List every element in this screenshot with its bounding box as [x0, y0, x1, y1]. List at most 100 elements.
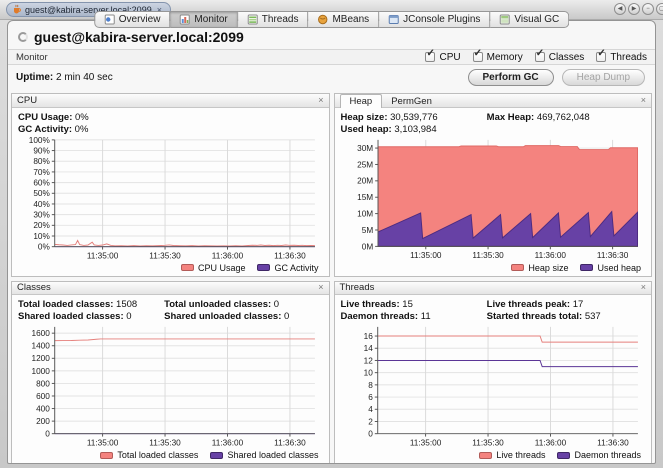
- checkbox-box: ✓: [534, 48, 545, 62]
- classes-legend: Total loaded classes Shared loaded classe…: [12, 449, 329, 463]
- charts-grid: CPU × CPU Usage: 0% GC Activity: 0% 0% 10%…: [8, 90, 655, 463]
- legend-label: Total loaded classes: [117, 450, 199, 461]
- checkbox-classes[interactable]: ✓ Classes: [534, 48, 584, 63]
- threads-stats: Live threads: 15 Daemon threads: 11 Live t…: [335, 295, 652, 323]
- main-tabs: Overview Monitor Threads MBeans JConsole Plu…: [93, 11, 570, 28]
- svg-text:30%: 30%: [33, 210, 50, 219]
- svg-text:5M: 5M: [361, 226, 373, 235]
- stat-line: CPU Usage: 0%: [18, 111, 89, 123]
- tab-mbeans[interactable]: MBeans: [308, 11, 380, 28]
- svg-text:60%: 60%: [33, 178, 50, 187]
- heap-dump-button[interactable]: Heap Dump: [561, 69, 645, 86]
- classes-panel: Classes × Total loaded classes: 1508 Shar…: [11, 280, 330, 463]
- svg-text:70%: 70%: [33, 167, 50, 176]
- minimize-button[interactable]: −: [642, 3, 654, 15]
- legend-label: Live threads: [496, 450, 546, 461]
- legend-label: Used heap: [597, 262, 641, 273]
- threads-panel-title: Threads: [339, 282, 375, 294]
- heap-subtab-heap[interactable]: Heap: [339, 93, 383, 108]
- close-panel-icon[interactable]: ×: [318, 94, 324, 105]
- legend-swatch: [557, 451, 571, 459]
- heap-subtab-permgen[interactable]: PermGen: [391, 95, 432, 107]
- svg-text:10%: 10%: [33, 232, 50, 241]
- legend-label: Shared loaded classes: [227, 450, 319, 461]
- svg-text:11:35:00: 11:35:00: [409, 438, 441, 447]
- svg-text:15M: 15M: [357, 193, 373, 202]
- svg-text:20%: 20%: [33, 221, 50, 230]
- close-panel-icon[interactable]: ×: [640, 95, 646, 105]
- svg-text:11:35:00: 11:35:00: [410, 251, 442, 260]
- stat-line: Max Heap: 469,762,048: [486, 112, 590, 123]
- cpu-stats: CPU Usage: 0% GC Activity: 0%: [12, 108, 329, 136]
- svg-text:600: 600: [36, 392, 50, 401]
- svg-text:1400: 1400: [31, 342, 50, 351]
- uptime-row: Uptime: 2 min 40 sec Perform GC Heap Dum…: [8, 65, 655, 90]
- stat-line: Shared unloaded classes: 0: [164, 311, 290, 323]
- forward-button[interactable]: ▶: [628, 3, 640, 15]
- svg-text:12: 12: [363, 356, 373, 365]
- tab-threads[interactable]: Threads: [237, 11, 309, 28]
- connection-tab-label: guest@kabira-server.local:2099: [25, 4, 152, 15]
- legend-swatch: [180, 264, 194, 272]
- tab-jconsole-plugins[interactable]: JConsole Plugins: [379, 11, 491, 28]
- svg-text:800: 800: [36, 379, 50, 388]
- svg-text:8: 8: [368, 381, 373, 390]
- close-panel-icon[interactable]: ×: [640, 282, 646, 293]
- tab-close-icon[interactable]: ×: [156, 4, 162, 15]
- svg-text:11:35:30: 11:35:30: [149, 438, 181, 447]
- svg-text:11:36:30: 11:36:30: [596, 251, 628, 260]
- svg-text:40%: 40%: [33, 200, 50, 209]
- legend-label: CPU Usage: [197, 262, 246, 273]
- legend-swatch: [479, 451, 493, 459]
- stat-line: Daemon threads: 11: [340, 311, 431, 323]
- tab-overview[interactable]: Overview: [93, 11, 171, 28]
- threads-chart: 0 2 4 6 8 10 12 14 16 11:35:00 11:35:30 11:36:00 11:…: [363, 327, 638, 447]
- svg-text:200: 200: [36, 417, 50, 426]
- stat-line: GC Activity: 0%: [18, 123, 89, 135]
- legend-item: Daemon threads: [557, 450, 641, 460]
- svg-text:1200: 1200: [31, 354, 50, 363]
- legend-item: Shared loaded classes: [210, 450, 319, 461]
- connection-header: guest@kabira-server.local:2099: [8, 21, 655, 49]
- tab-label: Threads: [261, 14, 299, 25]
- heap-legend: Heap size Used heap: [335, 262, 652, 276]
- svg-text:400: 400: [36, 405, 50, 414]
- threads-panel: Threads × Live threads: 15 Daemon threads…: [333, 280, 652, 463]
- checkbox-label: Threads: [610, 51, 647, 63]
- stat-line: Total loaded classes: 1508: [18, 299, 138, 311]
- svg-text:20M: 20M: [357, 177, 373, 186]
- checkbox-label: Memory: [486, 51, 523, 63]
- svg-text:16: 16: [363, 332, 373, 341]
- svg-text:11:36:00: 11:36:00: [212, 438, 244, 447]
- svg-text:1000: 1000: [31, 367, 50, 376]
- svg-text:11:36:30: 11:36:30: [597, 438, 629, 447]
- svg-text:0: 0: [368, 430, 373, 439]
- cpu-panel-title: CPU: [17, 94, 38, 106]
- svg-text:11:36:00: 11:36:00: [534, 438, 566, 447]
- close-panel-icon[interactable]: ×: [318, 282, 324, 293]
- svg-text:11:35:30: 11:35:30: [472, 438, 504, 447]
- checkbox-cpu[interactable]: ✓ CPU: [425, 48, 461, 63]
- svg-text:11:35:00: 11:35:00: [87, 251, 119, 260]
- stat-line: Heap size: 30,539,776: [340, 112, 438, 123]
- legend-label: Daemon threads: [574, 450, 641, 461]
- threads-icon: [247, 14, 258, 25]
- checkbox-box: ✓: [472, 48, 483, 62]
- stat-line: Live threads peak: 17: [486, 299, 584, 311]
- legend-swatch: [100, 451, 114, 459]
- perform-gc-button[interactable]: Perform GC: [467, 69, 554, 86]
- svg-text:10M: 10M: [357, 210, 373, 219]
- legend-swatch: [511, 264, 525, 272]
- tab-monitor[interactable]: Monitor: [170, 11, 238, 28]
- tab-visual-gc[interactable]: Visual GC: [490, 11, 570, 28]
- checkbox-threads[interactable]: ✓ Threads: [596, 48, 647, 63]
- classes-panel-title: Classes: [17, 282, 51, 294]
- legend-item: Total loaded classes: [100, 450, 198, 460]
- back-button[interactable]: ◀: [614, 3, 626, 15]
- checkbox-memory[interactable]: ✓ Memory: [472, 48, 523, 63]
- maximize-button[interactable]: ▢: [656, 3, 663, 15]
- spinner-icon: [18, 32, 28, 42]
- stat-line: Live threads: 15: [340, 299, 413, 311]
- uptime-label: Uptime:: [16, 72, 54, 83]
